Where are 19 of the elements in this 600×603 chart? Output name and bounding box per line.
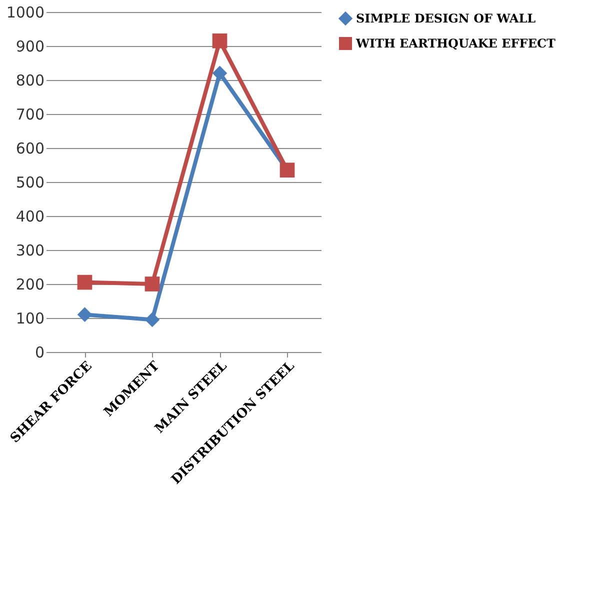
point — [212, 66, 228, 81]
point — [212, 33, 228, 48]
y-tick-label: 300 — [16, 242, 44, 260]
point — [144, 276, 160, 292]
y-tick-label: 200 — [16, 276, 44, 294]
y-tick-label: 700 — [16, 106, 44, 124]
legend-label: SIMPLE DESIGN OF WALL — [356, 12, 536, 26]
legend-label: WITH EARTHQUAKE EFFECT — [355, 36, 556, 50]
point — [77, 274, 92, 290]
y-tick-label: 600 — [16, 140, 44, 158]
y-tick-label: 900 — [16, 38, 44, 56]
point — [144, 312, 160, 328]
y-tick-label: 100 — [16, 310, 44, 328]
y-tick-label: 0 — [34, 344, 44, 362]
y-tick-label: 800 — [16, 72, 44, 90]
point — [77, 307, 92, 322]
y-tick-label: 1000 — [6, 4, 44, 22]
y-tick-label: 400 — [16, 208, 44, 226]
y-tick-label: 500 — [16, 174, 44, 192]
